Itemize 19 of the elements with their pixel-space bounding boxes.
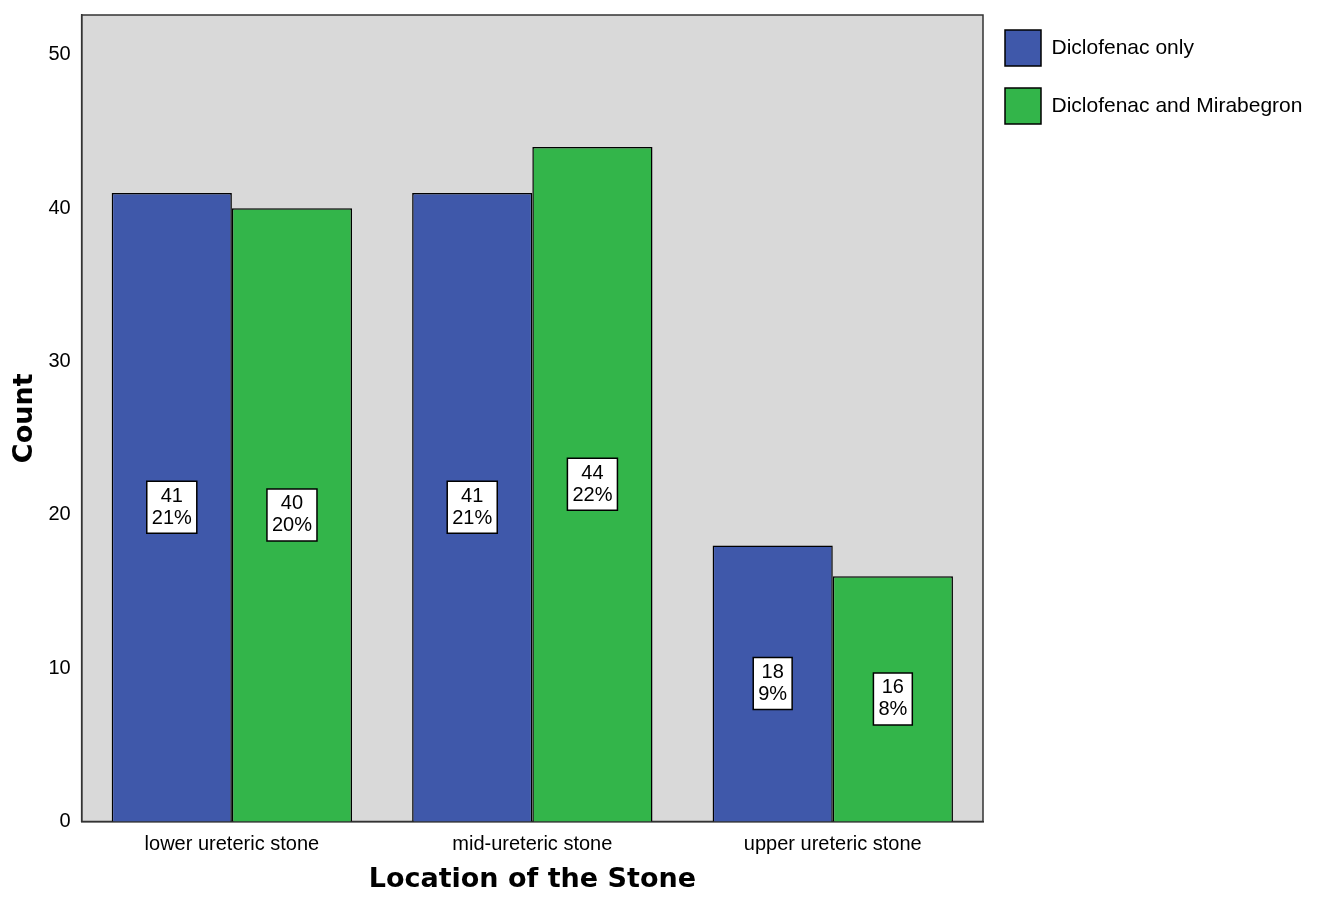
x-axis-title: Location of the Stone — [368, 861, 696, 893]
y-tick-label: 10 — [48, 655, 71, 678]
x-tick-label: mid-ureteric stone — [452, 832, 613, 855]
y-tick-label: 30 — [48, 349, 71, 372]
data-label: 18 9% — [758, 660, 788, 705]
y-tick-label: 40 — [48, 195, 71, 218]
y-tick-label: 0 — [59, 809, 71, 832]
y-tick-label: 20 — [48, 502, 71, 525]
data-label: 44 22% — [572, 460, 613, 505]
y-axis-title: Count — [7, 373, 39, 464]
legend-label: Diclofenac only — [1051, 34, 1195, 58]
y-tick-label: 50 — [48, 42, 71, 65]
data-label: 41 21% — [151, 483, 193, 528]
data-label: 16 8% — [878, 675, 908, 720]
legend-label: Diclofenac and Mirabegron — [1051, 92, 1303, 116]
x-tick-label: lower ureteric stone — [144, 832, 320, 855]
x-tick-label: upper ureteric stone — [743, 832, 922, 855]
data-label: 40 20% — [271, 491, 313, 536]
data-label: 41 21% — [452, 483, 493, 528]
